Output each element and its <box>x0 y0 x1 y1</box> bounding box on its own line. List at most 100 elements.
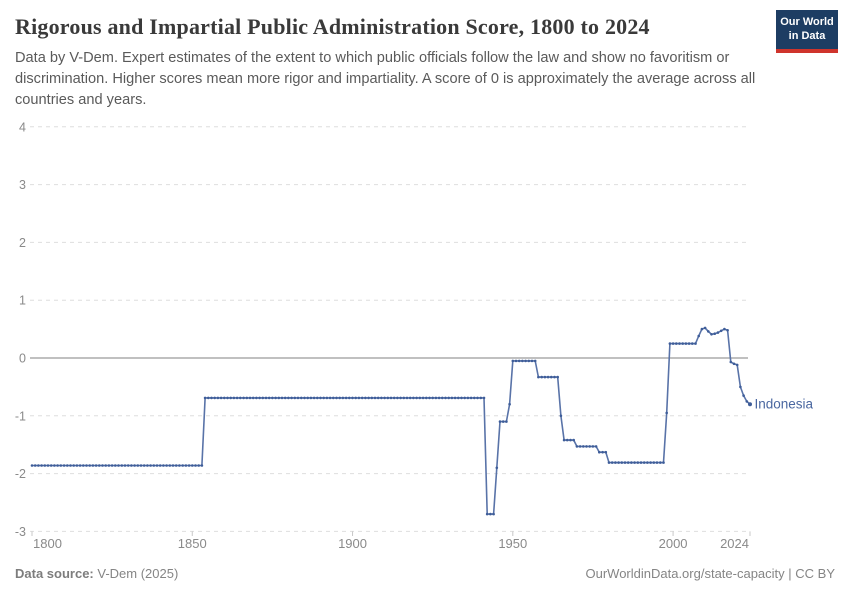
data-point-marker <box>578 445 582 448</box>
footer-license[interactable]: OurWorldinData.org/state-capacity | CC B… <box>585 566 835 581</box>
data-point-marker <box>517 359 521 363</box>
data-point-marker <box>655 461 659 464</box>
data-point-marker <box>178 464 181 467</box>
data-point-marker <box>341 396 345 400</box>
data-point-marker <box>59 464 63 467</box>
data-point-marker <box>453 396 457 400</box>
data-point-marker <box>287 396 290 400</box>
data-point-marker <box>277 396 281 400</box>
data-point-marker <box>85 464 88 467</box>
data-point-marker <box>370 396 374 400</box>
data-point-marker <box>505 420 508 423</box>
y-tick-label: 3 <box>19 178 26 192</box>
data-point-marker <box>200 464 204 467</box>
data-point-marker <box>434 396 438 400</box>
data-point-marker <box>591 445 595 448</box>
data-point-marker <box>376 396 380 400</box>
data-point-marker <box>492 512 495 516</box>
data-point-marker <box>735 363 739 367</box>
data-source-value: V-Dem (2025) <box>93 566 179 581</box>
data-point-marker <box>37 464 40 467</box>
data-point-marker <box>328 396 332 400</box>
data-point-marker <box>62 464 66 467</box>
data-point-marker <box>136 464 140 467</box>
y-tick-label: 0 <box>19 352 26 366</box>
data-point-marker <box>556 375 559 379</box>
data-source-label: Data source: <box>15 566 94 581</box>
data-point-marker <box>729 360 733 364</box>
data-point-marker <box>402 396 406 400</box>
data-point-marker <box>585 445 588 448</box>
data-point-marker <box>367 396 370 400</box>
data-point-marker <box>620 461 624 464</box>
data-point-marker <box>267 396 271 400</box>
data-point-marker <box>40 464 43 467</box>
data-point-marker <box>309 396 313 400</box>
data-point-marker <box>665 411 668 415</box>
data-point-marker <box>559 414 563 418</box>
indonesia-line[interactable] <box>32 327 751 515</box>
data-point-marker <box>194 464 197 467</box>
data-point-marker <box>575 445 579 448</box>
data-point-marker <box>546 375 550 379</box>
data-point-marker <box>283 396 287 400</box>
data-point-marker <box>431 396 435 400</box>
data-point-marker <box>312 396 316 400</box>
x-tick-label: 1850 <box>178 536 207 551</box>
data-point-marker <box>626 461 630 464</box>
data-point-marker <box>649 461 652 464</box>
data-point-marker <box>255 396 258 400</box>
data-point-marker <box>66 464 69 467</box>
data-point-marker <box>213 396 216 400</box>
data-point-marker <box>457 396 460 400</box>
data-point-marker <box>75 464 79 467</box>
data-point-marker <box>466 396 470 400</box>
data-point-marker <box>235 396 239 400</box>
data-point-marker <box>437 396 441 400</box>
data-point-marker <box>732 362 736 366</box>
data-point-marker <box>139 464 143 467</box>
data-point-marker <box>614 461 617 464</box>
owid-logo-line2: in Data <box>788 29 826 42</box>
data-point-marker <box>700 327 704 331</box>
data-point-marker <box>639 461 643 464</box>
data-point-marker <box>258 396 261 400</box>
data-point-marker <box>383 396 386 400</box>
data-point-marker <box>447 396 451 400</box>
data-point-marker <box>719 329 723 333</box>
data-point-marker <box>306 396 310 400</box>
data-point-marker <box>392 396 396 400</box>
data-point-marker <box>261 396 265 400</box>
data-point-marker <box>104 464 107 467</box>
data-point-marker <box>594 445 598 448</box>
data-point-marker <box>405 396 409 400</box>
data-point-marker <box>78 464 82 467</box>
entity-label[interactable]: Indonesia <box>755 397 814 412</box>
data-point-marker <box>149 464 152 467</box>
data-point-marker <box>69 464 72 467</box>
data-point-marker <box>53 464 56 467</box>
data-point-marker <box>232 396 236 400</box>
data-point-marker <box>72 464 75 467</box>
data-point-marker <box>133 464 136 467</box>
data-point-marker <box>319 396 322 400</box>
data-point-marker <box>197 464 200 467</box>
data-point-marker <box>533 359 537 363</box>
data-point-marker <box>88 464 91 467</box>
data-point-marker <box>216 396 220 400</box>
data-point-marker <box>527 359 531 363</box>
data-point-marker <box>636 461 640 464</box>
data-point-marker <box>142 464 146 467</box>
data-point-marker <box>30 464 34 467</box>
data-point-marker <box>681 342 684 345</box>
y-tick-label: -1 <box>15 409 26 423</box>
data-point-marker <box>82 464 85 467</box>
data-point-marker <box>601 450 604 454</box>
data-point-marker <box>229 396 232 400</box>
data-point-marker <box>418 396 422 400</box>
data-point-marker <box>723 327 726 331</box>
data-point-marker <box>364 396 367 400</box>
data-point-marker <box>322 396 326 400</box>
y-tick-label: 2 <box>19 236 26 250</box>
data-point-marker <box>146 464 149 467</box>
